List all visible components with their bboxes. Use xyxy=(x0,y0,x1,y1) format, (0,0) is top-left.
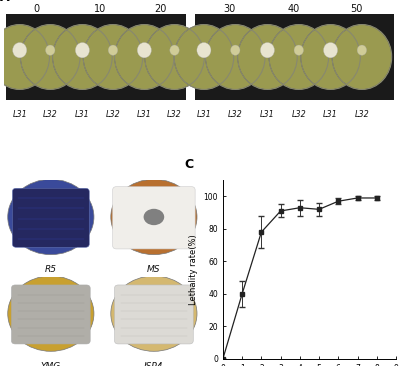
Text: 0: 0 xyxy=(34,4,40,14)
Text: L32: L32 xyxy=(228,110,243,119)
Text: L32: L32 xyxy=(106,110,120,119)
Ellipse shape xyxy=(294,45,304,55)
Text: 30: 30 xyxy=(223,4,236,14)
Text: ISP4: ISP4 xyxy=(144,362,164,366)
Ellipse shape xyxy=(0,25,50,89)
Text: MS: MS xyxy=(147,265,161,274)
Text: L32: L32 xyxy=(354,110,369,119)
FancyBboxPatch shape xyxy=(12,285,90,344)
Ellipse shape xyxy=(269,25,328,89)
Ellipse shape xyxy=(144,209,164,225)
Ellipse shape xyxy=(53,25,112,89)
FancyBboxPatch shape xyxy=(12,188,89,247)
Text: L32: L32 xyxy=(167,110,182,119)
Circle shape xyxy=(111,179,197,255)
Ellipse shape xyxy=(332,25,392,89)
Ellipse shape xyxy=(357,45,367,55)
Ellipse shape xyxy=(301,25,360,89)
Text: 20: 20 xyxy=(155,4,167,14)
FancyBboxPatch shape xyxy=(114,285,193,344)
Text: 40: 40 xyxy=(287,4,300,14)
Ellipse shape xyxy=(170,45,179,55)
Text: L31: L31 xyxy=(75,110,90,119)
Text: L31: L31 xyxy=(323,110,338,119)
Text: YMG: YMG xyxy=(41,362,61,366)
Ellipse shape xyxy=(83,25,143,89)
Ellipse shape xyxy=(114,25,174,89)
Text: L31: L31 xyxy=(260,110,275,119)
Ellipse shape xyxy=(145,25,204,89)
Text: L31: L31 xyxy=(137,110,152,119)
Circle shape xyxy=(8,179,94,255)
Ellipse shape xyxy=(174,25,234,89)
Text: L32: L32 xyxy=(292,110,306,119)
Ellipse shape xyxy=(20,25,80,89)
Ellipse shape xyxy=(46,45,55,55)
Ellipse shape xyxy=(197,42,211,58)
Ellipse shape xyxy=(260,42,274,58)
Text: L31: L31 xyxy=(196,110,211,119)
Ellipse shape xyxy=(206,25,265,89)
Text: R5: R5 xyxy=(45,265,57,274)
Ellipse shape xyxy=(238,25,297,89)
Bar xyxy=(195,14,394,100)
Circle shape xyxy=(111,276,197,351)
Ellipse shape xyxy=(13,42,27,58)
Ellipse shape xyxy=(230,45,240,55)
Text: C: C xyxy=(185,158,194,171)
Ellipse shape xyxy=(108,45,118,55)
Y-axis label: Lethality rate(%): Lethality rate(%) xyxy=(189,234,198,305)
Ellipse shape xyxy=(137,42,151,58)
Text: L32: L32 xyxy=(43,110,58,119)
Text: 10: 10 xyxy=(94,4,106,14)
Circle shape xyxy=(8,276,94,351)
Ellipse shape xyxy=(324,42,338,58)
FancyBboxPatch shape xyxy=(113,187,195,249)
Ellipse shape xyxy=(75,42,90,58)
Text: 50: 50 xyxy=(351,4,363,14)
Bar xyxy=(6,14,186,100)
Text: A: A xyxy=(0,0,10,4)
Text: L31: L31 xyxy=(12,110,27,119)
